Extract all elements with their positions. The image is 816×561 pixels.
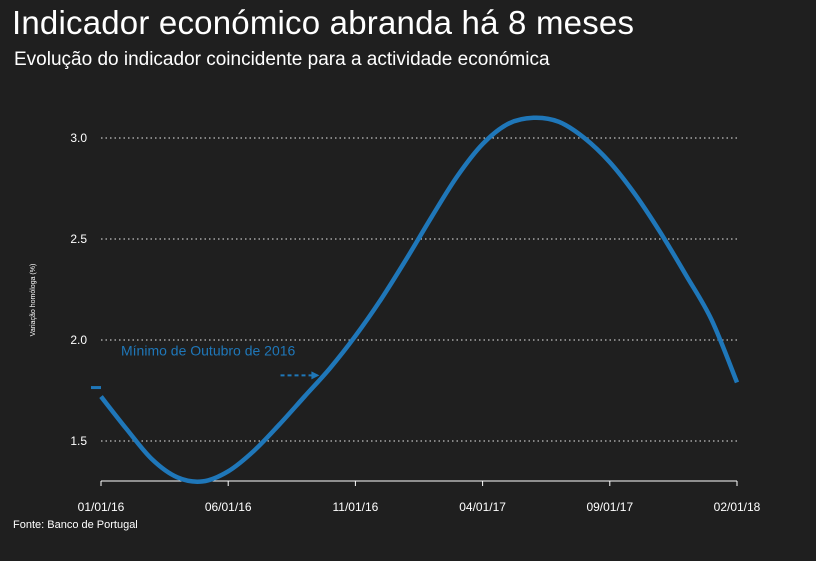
x-tick-label: 04/01/17: [459, 500, 506, 514]
x-tick-label: 01/01/16: [78, 500, 125, 514]
annotation-text: Mínimo de Outubro de 2016: [121, 342, 296, 358]
x-axis: 01/01/16 06/01/16 11/01/16 04/01/17 09/01/17…: [78, 480, 761, 514]
gridlines: [101, 137, 737, 442]
source-note: Fonte: Banco de Portugal: [13, 519, 138, 531]
y-tick-label: 2.0: [70, 333, 87, 347]
y-tick-label: 1.5: [70, 434, 87, 448]
x-tick-label: 11/01/16: [332, 500, 378, 514]
chart-title: Indicador económico abranda há 8 meses: [12, 4, 635, 41]
y-tick-label: 2.5: [70, 232, 87, 246]
series-line: [99, 115, 740, 484]
series-layer: [91, 115, 740, 484]
y-axis: 1.5 2.0 2.5 3.0: [70, 131, 87, 448]
x-tick-label: 09/01/17: [586, 500, 633, 514]
y-tick-label: 3.0: [70, 131, 87, 145]
x-tick-label: 02/01/18: [714, 500, 761, 514]
annotation-arrowhead: [311, 371, 320, 380]
x-tick-label: 06/01/16: [205, 500, 252, 514]
chart-subtitle: Evolução do indicador coincidente para a…: [14, 49, 550, 70]
y-axis-label: Variação homóloga (%): [30, 264, 37, 337]
annotation: Mínimo de Outubro de 2016: [121, 342, 320, 380]
